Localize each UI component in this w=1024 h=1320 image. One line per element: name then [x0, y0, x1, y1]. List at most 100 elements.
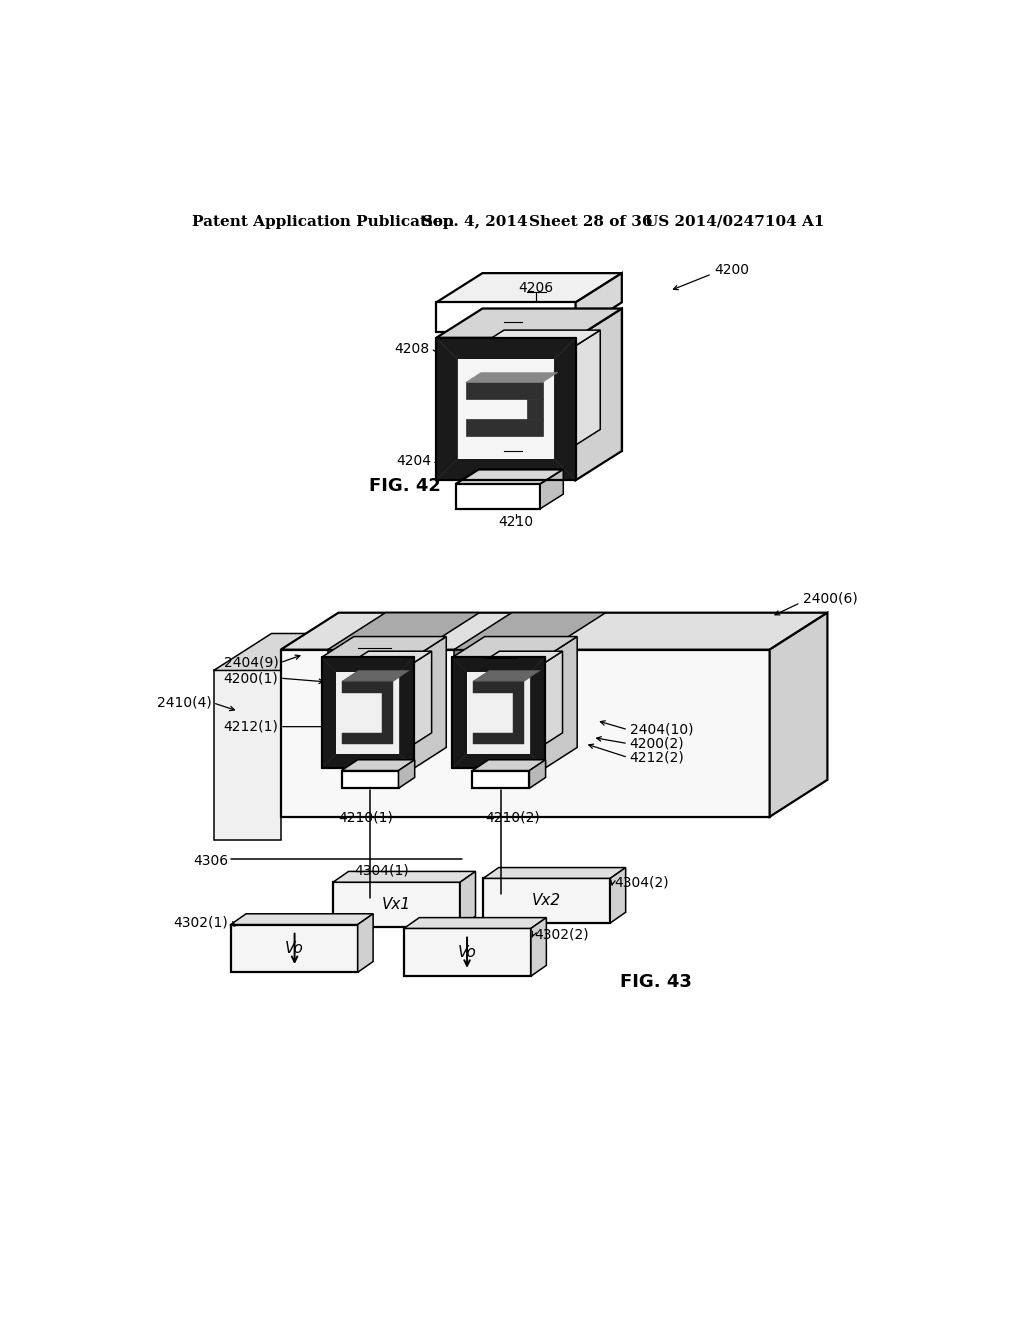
- Text: 4200: 4200: [714, 263, 750, 277]
- Text: FIG. 43: FIG. 43: [620, 973, 691, 991]
- Polygon shape: [453, 657, 545, 768]
- Polygon shape: [322, 657, 414, 672]
- Polygon shape: [454, 612, 605, 649]
- Polygon shape: [483, 878, 610, 923]
- Text: 4210(2): 4210(2): [485, 810, 540, 825]
- Text: 4212(1): 4212(1): [223, 719, 279, 734]
- Polygon shape: [473, 733, 524, 744]
- Polygon shape: [513, 693, 524, 733]
- Polygon shape: [530, 657, 545, 768]
- Text: 2400(6): 2400(6): [803, 591, 857, 605]
- Text: Sheet 28 of 36: Sheet 28 of 36: [528, 215, 652, 228]
- Polygon shape: [467, 651, 562, 672]
- Polygon shape: [333, 871, 475, 882]
- Text: 2410(4): 2410(4): [157, 696, 211, 710]
- Text: 4304(1): 4304(1): [354, 863, 409, 878]
- Polygon shape: [472, 760, 546, 771]
- Text: 4308(2): 4308(2): [473, 647, 528, 660]
- Polygon shape: [333, 882, 460, 927]
- Polygon shape: [482, 429, 622, 451]
- Polygon shape: [436, 338, 458, 480]
- Polygon shape: [230, 924, 357, 973]
- Polygon shape: [473, 681, 524, 693]
- Polygon shape: [399, 657, 414, 768]
- Polygon shape: [575, 309, 622, 480]
- Polygon shape: [458, 359, 554, 459]
- Polygon shape: [436, 338, 575, 359]
- Polygon shape: [770, 612, 827, 817]
- Polygon shape: [456, 484, 541, 508]
- Text: 2404(9): 2404(9): [223, 656, 279, 669]
- Polygon shape: [482, 309, 504, 451]
- Text: 4212(2): 4212(2): [630, 751, 684, 764]
- Polygon shape: [466, 372, 558, 383]
- Text: Vx2: Vx2: [531, 894, 561, 908]
- Text: 4212: 4212: [445, 391, 480, 404]
- Polygon shape: [554, 330, 600, 459]
- Polygon shape: [336, 672, 399, 754]
- Polygon shape: [281, 649, 770, 817]
- Text: US 2014/0247104 A1: US 2014/0247104 A1: [645, 215, 824, 228]
- Polygon shape: [504, 330, 600, 429]
- Polygon shape: [531, 917, 547, 977]
- Polygon shape: [342, 733, 393, 744]
- Polygon shape: [214, 634, 339, 671]
- Text: 4200(2): 4200(2): [630, 737, 684, 751]
- Polygon shape: [483, 867, 626, 878]
- Polygon shape: [453, 636, 578, 657]
- Polygon shape: [541, 470, 563, 508]
- Polygon shape: [436, 459, 575, 480]
- Text: 4308(1): 4308(1): [347, 636, 402, 651]
- Text: 4204: 4204: [396, 454, 431, 469]
- Text: 4302(2): 4302(2): [535, 928, 590, 941]
- Polygon shape: [458, 330, 600, 359]
- Text: 4210: 4210: [498, 515, 534, 529]
- Text: 4206: 4206: [519, 281, 554, 294]
- Polygon shape: [281, 612, 827, 649]
- Polygon shape: [328, 612, 479, 649]
- Polygon shape: [357, 913, 373, 973]
- Text: 4208: 4208: [394, 342, 429, 355]
- Polygon shape: [527, 400, 543, 418]
- Polygon shape: [456, 470, 563, 484]
- Polygon shape: [575, 273, 622, 331]
- Text: 4306: 4306: [194, 854, 228, 867]
- Polygon shape: [466, 418, 543, 436]
- Polygon shape: [610, 867, 626, 923]
- Polygon shape: [230, 913, 373, 924]
- Polygon shape: [436, 273, 622, 302]
- Polygon shape: [453, 657, 545, 672]
- Text: 4210(1): 4210(1): [339, 810, 393, 825]
- Polygon shape: [322, 754, 414, 768]
- Polygon shape: [414, 636, 446, 768]
- Polygon shape: [482, 309, 622, 330]
- Polygon shape: [342, 771, 398, 788]
- Text: FIG. 42: FIG. 42: [370, 477, 441, 495]
- Polygon shape: [214, 671, 281, 840]
- Polygon shape: [467, 672, 530, 754]
- Polygon shape: [453, 657, 467, 768]
- Text: Vo: Vo: [285, 941, 303, 956]
- Text: Patent Application Publication: Patent Application Publication: [193, 215, 455, 228]
- Polygon shape: [530, 651, 562, 754]
- Polygon shape: [382, 693, 393, 733]
- Polygon shape: [482, 309, 622, 451]
- Text: Vx1: Vx1: [382, 898, 411, 912]
- Text: Sep. 4, 2014: Sep. 4, 2014: [422, 215, 527, 228]
- Polygon shape: [554, 338, 575, 480]
- Polygon shape: [545, 636, 578, 768]
- Polygon shape: [529, 760, 546, 788]
- Text: 2404(10): 2404(10): [630, 723, 693, 737]
- Polygon shape: [403, 917, 547, 928]
- Polygon shape: [403, 928, 531, 977]
- Polygon shape: [472, 771, 529, 788]
- Polygon shape: [342, 671, 410, 681]
- Polygon shape: [600, 309, 622, 451]
- Polygon shape: [436, 309, 622, 338]
- Text: 4304(2): 4304(2): [614, 875, 669, 890]
- Polygon shape: [322, 657, 336, 768]
- Polygon shape: [399, 651, 432, 754]
- Polygon shape: [322, 657, 414, 768]
- Polygon shape: [336, 651, 432, 672]
- Polygon shape: [453, 754, 545, 768]
